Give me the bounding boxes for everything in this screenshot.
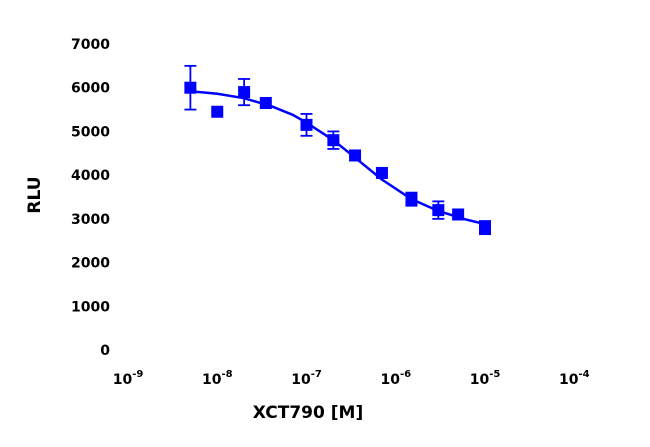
x-tick-label: 10-7 xyxy=(291,369,322,388)
data-point xyxy=(184,81,197,94)
y-tick-label: 0 xyxy=(100,343,110,359)
data-points xyxy=(184,81,491,234)
y-axis-ticks: 0 1000 2000 3000 4000 5000 6000 7000 xyxy=(71,37,110,359)
y-tick-label: 3000 xyxy=(71,212,110,228)
data-point xyxy=(259,97,272,110)
data-point xyxy=(211,105,224,118)
error-bars xyxy=(184,64,491,236)
x-tick-label: 10-9 xyxy=(113,369,144,388)
y-tick-label: 5000 xyxy=(71,124,110,140)
data-point xyxy=(349,149,362,162)
y-tick-label: 7000 xyxy=(71,37,110,53)
data-point xyxy=(375,166,388,179)
data-point xyxy=(452,208,465,221)
data-point xyxy=(432,204,445,217)
data-point xyxy=(327,134,340,147)
y-tick-label: 4000 xyxy=(71,168,110,184)
x-tick-label: 10-6 xyxy=(380,369,411,388)
data-point xyxy=(479,221,491,234)
x-tick-label: 10-5 xyxy=(470,369,501,388)
x-tick-label: 10-4 xyxy=(559,369,590,388)
y-tick-label: 1000 xyxy=(71,299,110,315)
x-axis-ticks: 10-9 10-8 10-7 10-6 10-5 10-4 xyxy=(113,369,590,388)
data-point xyxy=(238,86,251,99)
x-axis-title: XCT790 [M] xyxy=(253,403,363,423)
x-tick-label: 10-8 xyxy=(202,369,233,388)
y-tick-label: 2000 xyxy=(71,256,110,272)
y-axis-title: RLU xyxy=(25,176,45,213)
data-point xyxy=(300,118,313,131)
data-point xyxy=(405,193,418,206)
y-tick-label: 6000 xyxy=(71,81,110,97)
